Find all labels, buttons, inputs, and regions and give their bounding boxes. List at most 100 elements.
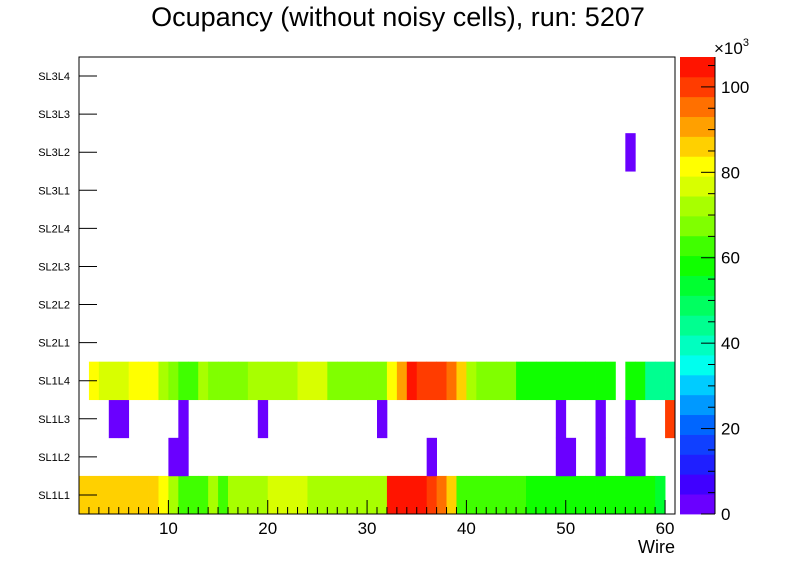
y-tick-label: SL2L1 — [38, 338, 70, 350]
heatmap-cell — [595, 437, 606, 477]
heatmap-cell — [228, 361, 239, 401]
heatmap-cell — [635, 361, 646, 401]
y-tick-label: SL3L4 — [38, 71, 70, 83]
heatmap-cell — [456, 361, 467, 401]
heatmap-cell — [347, 475, 358, 515]
heatmap-cell — [565, 437, 577, 477]
heatmap-cell — [446, 475, 457, 515]
heatmap-cell — [257, 399, 269, 439]
palette-swatch — [680, 335, 715, 356]
z-multiplier-label: ×103 — [714, 37, 749, 58]
heatmap-cell — [466, 361, 477, 401]
heatmap-cell — [555, 399, 567, 439]
palette-swatch — [680, 315, 715, 336]
heatmap-cell — [506, 475, 517, 515]
palette-tick-label: 20 — [721, 420, 740, 439]
heatmap-cell — [555, 361, 567, 401]
x-tick-label: 30 — [358, 519, 377, 538]
heatmap-cell — [287, 475, 298, 515]
heatmap-cell — [625, 475, 636, 515]
heatmap-cell — [595, 399, 606, 439]
heatmap-cell — [575, 361, 586, 401]
palette-swatch — [680, 494, 715, 515]
heatmap-cell — [496, 361, 507, 401]
heatmap-cell — [645, 361, 656, 401]
heatmap-cell — [138, 475, 149, 515]
heatmap-cell — [545, 361, 557, 401]
heatmap-cell — [168, 475, 179, 515]
heatmap-cell — [118, 475, 130, 515]
heatmap-cell — [635, 437, 646, 477]
heatmap-cell — [555, 437, 567, 477]
palette-swatch — [680, 474, 715, 495]
heatmap-cell — [247, 475, 259, 515]
palette-swatch — [680, 76, 715, 98]
heatmap-cell — [565, 361, 577, 401]
heatmap-cell — [486, 361, 497, 401]
y-tick-label: SL3L1 — [38, 185, 70, 197]
heatmap-cell — [98, 475, 110, 515]
heatmap-cell — [516, 361, 527, 401]
heatmap-cell — [208, 475, 219, 515]
palette-tick-label: 60 — [721, 249, 740, 268]
y-tick-label: SL3L2 — [38, 147, 70, 159]
heatmap-cell — [347, 361, 358, 401]
heatmap-cell — [297, 361, 308, 401]
heatmap-cell — [436, 475, 447, 515]
palette-swatch — [680, 176, 715, 197]
heatmap-cell — [625, 437, 636, 477]
heatmap-cell — [267, 475, 279, 515]
heatmap-cell — [128, 361, 139, 401]
heatmap-cell — [386, 361, 398, 401]
heatmap-cell — [377, 475, 388, 515]
heatmap-cell — [218, 361, 229, 401]
y-tick-label: SL3L3 — [38, 109, 70, 121]
heatmap-cell — [138, 361, 149, 401]
palette-swatch — [680, 235, 715, 257]
heatmap-cell — [108, 399, 120, 439]
palette-swatch — [680, 196, 715, 217]
heatmap-cell — [118, 361, 130, 401]
heatmap-cell — [655, 475, 666, 515]
heatmap-cell — [287, 361, 298, 401]
heatmap-cell — [198, 361, 209, 401]
heatmap-cell — [168, 437, 179, 477]
heatmap-cell — [158, 475, 169, 515]
heatmap-cell — [178, 437, 189, 477]
palette-swatch — [680, 156, 715, 177]
heatmap-cell — [635, 475, 646, 515]
heatmap-cell — [665, 361, 676, 401]
heatmap-cell — [406, 475, 418, 515]
heatmap-cell — [625, 361, 636, 401]
palette-swatch — [680, 355, 715, 376]
heatmap-cell — [168, 361, 179, 401]
palette-swatch — [680, 414, 715, 435]
palette-swatch — [680, 295, 715, 316]
heatmap-cell — [377, 399, 388, 439]
palette-swatch — [680, 215, 715, 237]
heatmap-cell — [426, 437, 437, 477]
heatmap-cell — [565, 475, 577, 515]
heatmap-cell — [317, 475, 328, 515]
heatmap-cell — [128, 475, 139, 515]
heatmap-cell — [247, 361, 259, 401]
heatmap-cell — [506, 361, 517, 401]
heatmap-cell — [545, 475, 557, 515]
palette-tick-label: 100 — [721, 78, 749, 97]
heatmap-cell — [585, 361, 596, 401]
heatmap-cell — [456, 475, 467, 515]
palette-swatch — [680, 434, 715, 455]
heatmap-cell — [595, 361, 606, 401]
heatmap-cell — [555, 475, 567, 515]
y-tick-label: SL2L4 — [38, 223, 70, 235]
y-tick-label: SL2L3 — [38, 261, 70, 273]
palette-tick-label: 80 — [721, 163, 740, 182]
palette-tick-label: 40 — [721, 334, 740, 353]
heatmap-cell — [198, 475, 209, 515]
heatmap-cell — [615, 475, 626, 515]
heatmap-cell — [158, 361, 169, 401]
heatmap-cell — [188, 475, 199, 515]
heatmap-cell — [98, 361, 110, 401]
heatmap-cell — [595, 475, 606, 515]
y-tick-label: SL1L2 — [38, 452, 70, 464]
